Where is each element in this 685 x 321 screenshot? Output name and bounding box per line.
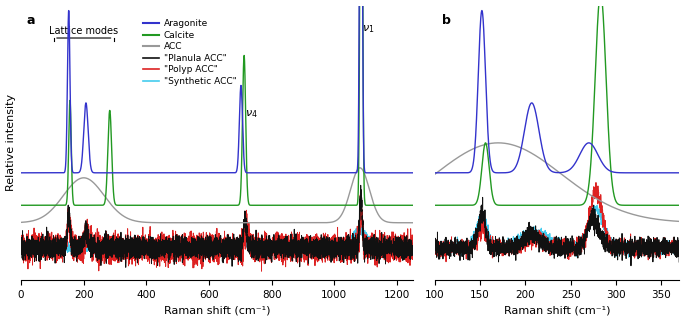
Text: b: b	[442, 14, 451, 27]
X-axis label: Raman shift (cm⁻¹): Raman shift (cm⁻¹)	[504, 306, 610, 316]
Y-axis label: Relative intensity: Relative intensity	[5, 94, 16, 191]
Text: $\nu_1$: $\nu_1$	[362, 23, 375, 35]
X-axis label: Raman shift (cm⁻¹): Raman shift (cm⁻¹)	[164, 306, 270, 316]
Text: a: a	[27, 14, 36, 27]
Text: Lattice modes: Lattice modes	[49, 25, 119, 36]
Text: $\nu_4$: $\nu_4$	[245, 108, 258, 120]
Legend: Aragonite, Calcite, ACC, "Planula ACC", "Polyp ACC", "Synthetic ACC": Aragonite, Calcite, ACC, "Planula ACC", …	[139, 15, 240, 90]
